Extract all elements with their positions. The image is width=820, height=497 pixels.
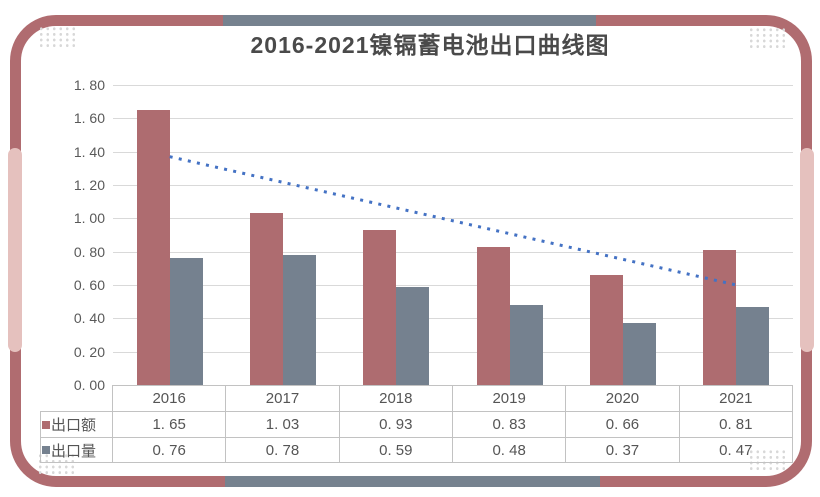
table-year-cell: 2016: [112, 385, 227, 412]
y-axis-label: 0. 20: [73, 343, 105, 360]
table-legend-cell: 出口额: [40, 411, 113, 438]
dot-grid-decoration: [37, 453, 76, 476]
table-value-cell: 0. 76: [112, 437, 227, 463]
table-value-cell: 0. 83: [451, 411, 567, 438]
gridline: [113, 151, 793, 153]
dot-grid-decoration: [748, 27, 787, 50]
legend-label: 出口额: [51, 417, 97, 434]
gridline: [113, 185, 793, 186]
y-axis-label: 1. 40: [73, 143, 105, 160]
y-axis-label: 1. 60: [73, 110, 105, 127]
border-accent-left: [8, 148, 22, 352]
y-axis-label: 1. 20: [73, 177, 105, 193]
table-value-cell: 0. 37: [565, 437, 680, 463]
gridline: [113, 251, 793, 253]
y-axis-label: 1. 00: [73, 210, 105, 227]
gridline: [113, 285, 793, 286]
table-value-cell: 1. 03: [225, 411, 340, 438]
table-row-出口量: 出口量 0. 76 0. 78 0. 59 0. 48 0. 37 0. 47: [40, 437, 793, 463]
table-value-cell: 0. 81: [678, 411, 793, 438]
table-row-years: 2016 2017 2018 2019 2020 2021: [112, 385, 793, 412]
dot-grid-decoration: [748, 449, 787, 472]
gridline: [113, 318, 793, 320]
y-axis-label: 0. 60: [73, 277, 105, 293]
border-accent-bottom: [225, 476, 600, 487]
table-row-出口额: 出口额 1. 65 1. 03 0. 93 0. 83 0. 66 0. 81: [40, 411, 793, 438]
table-year-cell: 2019: [451, 385, 567, 412]
table-value-cell: 0. 66: [565, 411, 680, 438]
y-axis-label: 0. 80: [73, 243, 105, 260]
gridline: [113, 85, 793, 86]
chart-title: 2016-2021镍镉蓄电池出口曲线图: [250, 32, 610, 58]
bar-出口量-2021: [736, 306, 770, 385]
bar-出口额-2016: [136, 110, 170, 385]
y-axis-label: 0. 40: [73, 310, 105, 327]
legend-swatch-出口额: [42, 420, 50, 429]
bar-出口量-2018: [396, 286, 430, 385]
border-accent-right: [800, 148, 814, 352]
bar-出口额-2020: [590, 275, 623, 385]
y-axis-label: 0. 00: [73, 377, 105, 393]
legend-swatch-出口量: [42, 446, 50, 454]
gridline: [113, 118, 793, 120]
table-year-cell: 2021: [678, 385, 793, 412]
table-year-cell: 2018: [338, 385, 453, 412]
legend-label: 出口量: [51, 442, 97, 460]
gridline: [113, 351, 793, 353]
border-accent-top: [223, 15, 596, 26]
table-year-cell: 2020: [565, 385, 680, 412]
table-value-cell: 0. 48: [451, 437, 567, 463]
y-axis-label: 1. 80: [73, 77, 105, 93]
table-value-cell: 0. 47: [678, 437, 793, 463]
bar-出口量-2020: [623, 323, 656, 385]
bar-出口额-2017: [250, 213, 283, 385]
bar-出口量-2019: [509, 305, 543, 385]
dot-grid-decoration: [38, 26, 77, 49]
bar-出口额-2019: [476, 246, 510, 385]
table-value-cell: 0. 59: [338, 437, 453, 463]
table-value-cell: 0. 78: [225, 437, 340, 463]
table-legend-cell: 出口量: [40, 437, 113, 463]
bar-出口额-2018: [363, 230, 397, 385]
table-year-cell: 2017: [225, 385, 340, 412]
table-value-cell: 1. 65: [112, 411, 227, 438]
table-value-cell: 0. 93: [338, 411, 453, 438]
gridline: [113, 218, 793, 220]
bar-出口量-2017: [283, 255, 316, 385]
bar-出口量-2016: [169, 258, 203, 385]
bar-出口额-2021: [703, 250, 737, 385]
